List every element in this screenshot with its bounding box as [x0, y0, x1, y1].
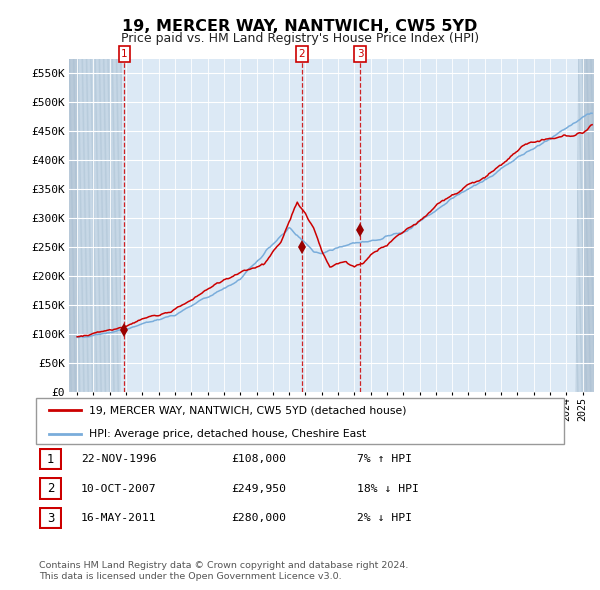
Text: HPI: Average price, detached house, Cheshire East: HPI: Average price, detached house, Ches… — [89, 428, 366, 438]
Text: 3: 3 — [357, 49, 364, 59]
Text: 2% ↓ HPI: 2% ↓ HPI — [357, 513, 412, 523]
Text: 1: 1 — [47, 453, 54, 466]
Text: £108,000: £108,000 — [231, 454, 286, 464]
Text: 1: 1 — [121, 49, 128, 59]
Text: 10-OCT-2007: 10-OCT-2007 — [81, 484, 157, 493]
Text: 19, MERCER WAY, NANTWICH, CW5 5YD: 19, MERCER WAY, NANTWICH, CW5 5YD — [122, 19, 478, 34]
Text: Contains HM Land Registry data © Crown copyright and database right 2024.: Contains HM Land Registry data © Crown c… — [39, 560, 409, 569]
Text: 22-NOV-1996: 22-NOV-1996 — [81, 454, 157, 464]
Text: £280,000: £280,000 — [231, 513, 286, 523]
Text: 19, MERCER WAY, NANTWICH, CW5 5YD (detached house): 19, MERCER WAY, NANTWICH, CW5 5YD (detac… — [89, 405, 406, 415]
Text: 3: 3 — [47, 512, 54, 525]
Text: £249,950: £249,950 — [231, 484, 286, 493]
Text: 16-MAY-2011: 16-MAY-2011 — [81, 513, 157, 523]
Text: 2: 2 — [47, 482, 54, 495]
Bar — [583, 59, 594, 392]
Text: 18% ↓ HPI: 18% ↓ HPI — [357, 484, 419, 493]
Bar — [69, 59, 77, 392]
FancyBboxPatch shape — [40, 478, 61, 499]
FancyBboxPatch shape — [36, 398, 564, 444]
FancyBboxPatch shape — [40, 449, 61, 469]
Text: 7% ↑ HPI: 7% ↑ HPI — [357, 454, 412, 464]
FancyBboxPatch shape — [40, 508, 61, 528]
Text: Price paid vs. HM Land Registry's House Price Index (HPI): Price paid vs. HM Land Registry's House … — [121, 32, 479, 45]
Text: This data is licensed under the Open Government Licence v3.0.: This data is licensed under the Open Gov… — [39, 572, 341, 581]
Text: 2: 2 — [299, 49, 305, 59]
